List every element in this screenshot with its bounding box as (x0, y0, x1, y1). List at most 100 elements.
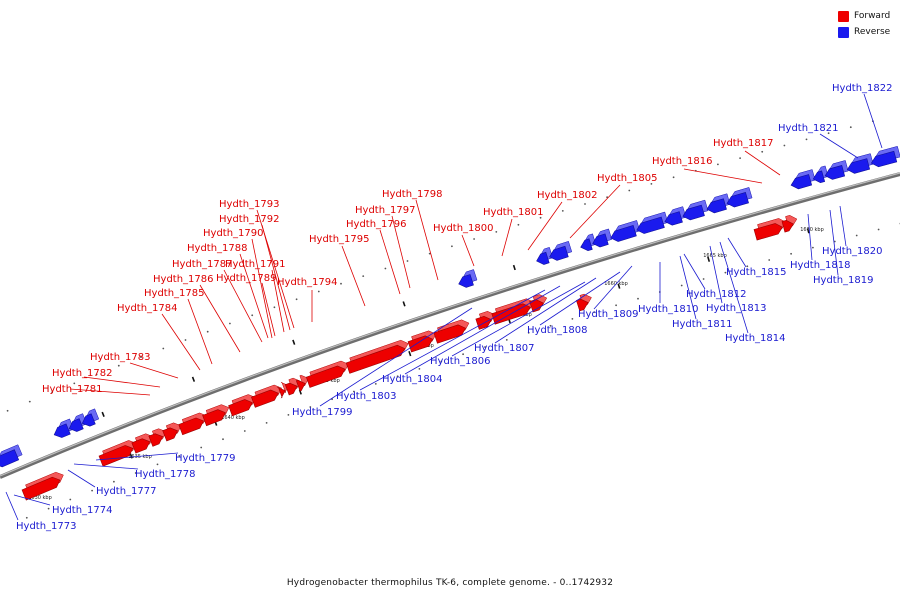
forward-gene-arrow[interactable] (781, 219, 794, 233)
reverse-gene-arrow[interactable] (664, 211, 683, 226)
gene-leader-line (593, 265, 633, 310)
gene-label[interactable]: Hydth_1781 (42, 384, 103, 395)
gene-label[interactable]: Hydth_1785 (144, 288, 205, 299)
gene-label[interactable]: Hydth_1800 (433, 223, 494, 234)
reverse-gene-arrow[interactable] (682, 204, 705, 221)
gene-leader-line (501, 218, 513, 257)
gene-label[interactable]: Hydth_1802 (537, 190, 598, 201)
guide-dot-lower (51, 391, 53, 394)
forward-gene-arrow[interactable] (576, 298, 589, 312)
reverse-gene-arrow[interactable] (870, 150, 898, 168)
gene-label[interactable]: Hydth_1794 (277, 277, 338, 288)
reverse-gene-arrow[interactable] (549, 245, 569, 261)
gene-label[interactable]: Hydth_1817 (713, 138, 774, 149)
gene-label[interactable]: Hydth_1811 (672, 319, 733, 330)
gene-label[interactable]: Hydth_1799 (292, 407, 353, 418)
forward-gene-arrow[interactable] (753, 223, 783, 241)
guide-dot-lower (428, 252, 431, 255)
gene-label[interactable]: Hydth_1777 (96, 486, 157, 497)
forward-gene-arrow[interactable] (131, 438, 151, 454)
gene-label[interactable]: Hydth_1810 (638, 304, 699, 315)
gene-leader-line (67, 469, 96, 488)
forward-gene-arrow[interactable] (202, 409, 226, 427)
gene-label[interactable]: Hydth_1779 (175, 453, 236, 464)
reverse-gene-arrow[interactable] (536, 251, 550, 265)
guide-dot-upper (178, 455, 181, 457)
gene-label[interactable]: Hydth_1806 (430, 356, 491, 367)
reverse-gene-arrow[interactable] (812, 170, 826, 184)
gene-label[interactable]: Hydth_1822 (832, 83, 893, 94)
reverse-gene-arrow[interactable] (580, 238, 593, 252)
gene-label[interactable]: Hydth_1795 (309, 234, 370, 245)
gene-label[interactable]: Hydth_1783 (90, 352, 151, 363)
reverse-gene-arrow[interactable] (636, 216, 665, 234)
gene-label[interactable]: Hydth_1816 (652, 156, 713, 167)
reverse-gene-arrow[interactable] (81, 413, 96, 427)
forward-gene-arrow[interactable] (345, 344, 406, 374)
gene-leader-line (569, 184, 621, 239)
reverse-gene-arrow[interactable] (53, 423, 71, 438)
forward-gene-arrow[interactable] (276, 386, 286, 399)
gene-label[interactable]: Hydth_1812 (686, 289, 747, 300)
gene-label[interactable]: Hydth_1774 (52, 505, 113, 516)
scale-label: 1670 kbp (800, 227, 824, 233)
reverse-gene-arrow[interactable] (726, 192, 749, 208)
reverse-gene-arrow[interactable] (68, 418, 84, 432)
guide-dot-upper (243, 430, 246, 432)
reverse-gene-arrow[interactable] (706, 198, 727, 214)
gene-label[interactable]: Hydth_1803 (336, 391, 397, 402)
forward-gene-arrow[interactable] (284, 382, 298, 396)
gene-label[interactable]: Hydth_1792 (219, 214, 280, 225)
reverse-gene-arrow[interactable] (592, 233, 609, 248)
gene-label[interactable]: Hydth_1796 (346, 219, 407, 230)
guide-dot-upper (790, 252, 792, 255)
reverse-gene-arrow[interactable] (0, 449, 20, 468)
forward-gene-arrow[interactable] (178, 417, 204, 436)
forward-gene-arrow[interactable] (295, 379, 306, 392)
gene-label[interactable]: Hydth_1797 (355, 205, 416, 216)
reverse-gene-arrow[interactable] (458, 274, 474, 288)
gene-label[interactable]: Hydth_1813 (706, 303, 767, 314)
guide-dot-upper (134, 472, 137, 474)
gene-label[interactable]: Hydth_1809 (578, 309, 639, 320)
forward-gene-arrow[interactable] (433, 324, 466, 344)
gene-label[interactable]: Hydth_1821 (778, 123, 839, 134)
gene-label[interactable]: Hydth_1814 (725, 333, 786, 344)
gene-label[interactable]: Hydth_1791 (225, 259, 286, 270)
gene-label[interactable]: Hydth_1778 (135, 469, 196, 480)
gene-label[interactable]: Hydth_1818 (790, 260, 851, 271)
forward-gene-arrow[interactable] (305, 365, 346, 388)
gene-label[interactable]: Hydth_1790 (203, 228, 264, 239)
gene-label[interactable]: Hydth_1798 (382, 189, 443, 200)
gene-label[interactable]: Hydth_1807 (474, 343, 535, 354)
forward-gene-arrow[interactable] (98, 445, 134, 467)
forward-gene-arrow[interactable] (148, 433, 164, 447)
gene-label[interactable]: Hydth_1784 (117, 303, 178, 314)
reverse-gene-arrow[interactable] (824, 165, 846, 180)
gene-label[interactable]: Hydth_1801 (483, 207, 544, 218)
gene-label[interactable]: Hydth_1804 (382, 374, 443, 385)
gene-label[interactable]: Hydth_1820 (822, 246, 883, 257)
forward-gene-arrow[interactable] (407, 335, 434, 353)
gene-label[interactable]: Hydth_1808 (527, 325, 588, 336)
reverse-gene-arrow[interactable] (790, 174, 813, 190)
gene-label[interactable]: Hydth_1786 (153, 274, 214, 285)
forward-gene-arrow[interactable] (251, 389, 279, 408)
gene-label[interactable]: Hydth_1787 (172, 259, 233, 270)
guide-dot-upper (877, 228, 880, 231)
reverse-gene-arrow[interactable] (610, 225, 637, 242)
forward-gene-arrow[interactable] (162, 427, 179, 442)
reverse-gene-arrow[interactable] (846, 158, 871, 174)
guide-dot-upper (680, 284, 683, 287)
gene-label[interactable]: Hydth_1782 (52, 368, 113, 379)
gene-label[interactable]: Hydth_1788 (187, 243, 248, 254)
gene-label[interactable]: Hydth_1793 (219, 199, 280, 210)
gene-label[interactable]: Hydth_1819 (813, 275, 874, 286)
gene-leader-line (239, 253, 269, 339)
gene-label[interactable]: Hydth_1789 (216, 273, 277, 284)
forward-gene-arrow[interactable] (228, 399, 253, 417)
gene-label[interactable]: Hydth_1773 (16, 521, 77, 532)
gene-label[interactable]: Hydth_1805 (597, 173, 658, 184)
scale-label: 1665 kbp (703, 253, 727, 259)
gene-label[interactable]: Hydth_1815 (726, 267, 787, 278)
